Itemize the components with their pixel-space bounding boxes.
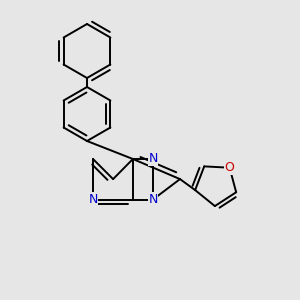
- Text: N: N: [148, 193, 158, 206]
- Text: O: O: [225, 161, 235, 174]
- Text: N: N: [148, 152, 158, 166]
- Text: N: N: [88, 193, 98, 206]
